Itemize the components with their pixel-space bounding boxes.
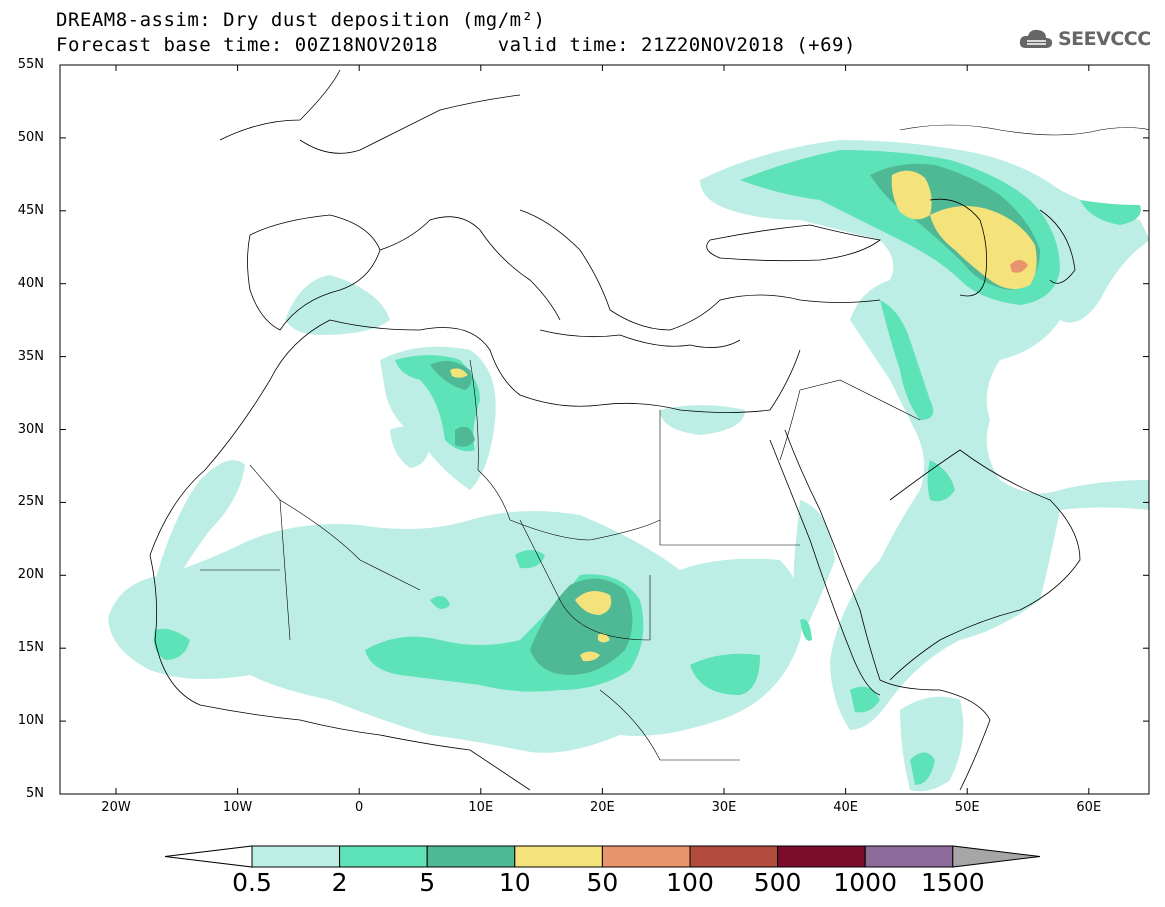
lon-tick-label: 0 [355,800,364,815]
colorbar-swatch [426,845,516,868]
colorbar-label: 50 [586,868,619,897]
lon-tick-label: 40E [833,800,858,815]
lon-tick-label: 20E [590,800,615,815]
lat-tick-label: 10N [17,713,44,729]
lat-tick-label: 5N [26,786,44,801]
lon-tick-label: 10W [222,800,253,815]
lat-tick-label: 25N [17,494,44,510]
map-subtitle: Forecast base time: 00Z18NOV2018 valid t… [56,34,856,56]
colorbar-label: 2 [331,868,348,897]
lon-tick-label: 30E [711,800,737,815]
colorbar-label: 1000 [833,868,897,897]
colorbar [164,845,1041,868]
lat-tick-label: 45N [17,202,44,218]
coastlines [149,69,1149,791]
colorbar-label: 1500 [920,868,985,897]
colorbar-label: 5 [419,868,436,897]
colorbar-swatch [339,845,428,868]
colorbar-swatch [601,845,691,868]
lon-tick-label: 60E [1076,800,1102,815]
lon-tick-label: 50E [954,800,980,815]
colorbar-swatch [689,845,779,868]
colorbar-swatch [777,845,866,868]
lon-tick-label: 10E [468,800,494,815]
logo-text: SEEVCCC [1058,28,1151,50]
colorbar-label: 100 [666,868,714,897]
lat-tick-label: 15N [17,640,44,656]
colorbar-label: 500 [753,868,802,897]
colorbar-swatch [864,845,954,868]
lon-tick-label: 20W [101,800,131,815]
map-title: DREAM8-assim: Dry dust deposition (mg/m²… [56,9,546,31]
dust-field [108,140,1149,792]
colorbar-swatch [514,845,603,868]
seevccc-logo: SEEVCCC [1018,24,1151,54]
colorbar-swatch [251,845,341,868]
colorbar-over-triangle [952,845,1041,868]
lat-tick-label: 50N [17,129,44,145]
lat-tick-label: 40N [17,275,44,291]
lat-tick-label: 20N [17,567,44,583]
lat-tick-label: 55N [17,57,44,72]
colorbar-under-triangle [164,845,253,868]
colorbar-label: 10 [498,868,531,897]
lat-tick-label: 35N [17,348,44,364]
cloud-icon [1019,29,1053,48]
colorbar-label: 0.5 [232,868,272,897]
lat-tick-label: 30N [17,421,44,437]
